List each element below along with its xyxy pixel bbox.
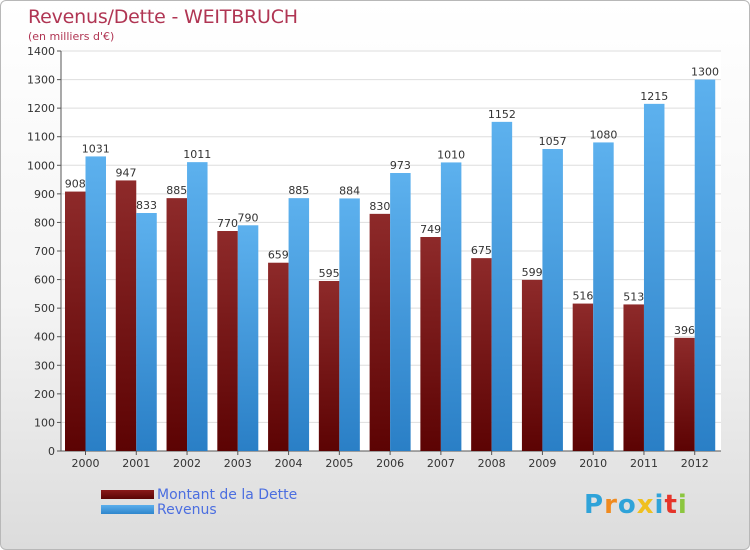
y-tick-label: 500 [34, 302, 55, 315]
bar-revenus [593, 142, 614, 451]
bar-dette [471, 258, 492, 451]
bar-revenus [643, 103, 665, 451]
x-tick-label: 2011 [630, 457, 658, 470]
y-tick-label: 1200 [27, 102, 55, 115]
data-label-revenus: 1215 [640, 90, 668, 103]
bar-dette [420, 237, 441, 451]
y-tick-label: 800 [34, 216, 55, 229]
bar-revenus [187, 162, 208, 451]
data-label-dette: 885 [166, 184, 187, 197]
bar-dette [217, 231, 238, 451]
chart-subtitle: (en milliers d'€) [28, 30, 115, 43]
logo-letter: x [636, 490, 655, 520]
legend-swatch-revenus [101, 505, 154, 514]
data-label-dette: 513 [623, 290, 644, 303]
x-tick-label: 2012 [681, 457, 709, 470]
y-tick-label: 1000 [27, 159, 55, 172]
legend-label-revenus: Revenus [157, 501, 217, 518]
y-tick-label: 400 [34, 331, 55, 344]
y-tick-label: 0 [48, 445, 55, 458]
bar-dette [369, 213, 391, 451]
x-tick-label: 2007 [427, 457, 455, 470]
bar-revenus [136, 213, 157, 451]
y-tick-label: 1100 [27, 131, 55, 144]
data-label-revenus: 1031 [82, 142, 110, 155]
data-label-dette: 516 [572, 290, 593, 303]
x-tick-label: 2009 [528, 457, 556, 470]
data-label-revenus: 1057 [539, 135, 567, 148]
y-tick-label: 1400 [27, 45, 55, 58]
x-tick-label: 2010 [579, 457, 607, 470]
y-tick-label: 300 [34, 359, 55, 372]
bar-dette [115, 180, 137, 451]
x-tick-label: 2006 [376, 457, 404, 470]
y-tick-label: 700 [34, 245, 55, 258]
proxiti-logo: Proxiti [584, 490, 688, 520]
y-tick-label: 1300 [27, 74, 55, 87]
data-label-revenus: 1080 [589, 128, 617, 141]
legend-item-revenus: Revenus [101, 502, 297, 517]
bar-revenus [339, 198, 360, 451]
data-label-revenus: 833 [136, 199, 157, 212]
bar-revenus [85, 156, 106, 451]
data-label-revenus: 1152 [488, 108, 516, 121]
x-tick-label: 2003 [224, 457, 252, 470]
bar-revenus [694, 79, 716, 452]
bar-revenus [390, 173, 411, 451]
data-label-revenus: 1011 [183, 148, 211, 161]
bar-revenus [491, 121, 513, 451]
logo-letter: i [654, 490, 665, 520]
logo-letter: P [584, 490, 605, 520]
data-label-dette: 659 [268, 249, 289, 262]
x-tick-label: 2005 [325, 457, 353, 470]
legend: Montant de la Dette Revenus [101, 487, 297, 517]
x-tick-label: 2004 [275, 457, 303, 470]
logo-letter: o [617, 490, 637, 520]
bar-dette [572, 303, 594, 451]
data-label-revenus: 884 [339, 184, 360, 197]
bar-revenus [288, 198, 310, 451]
y-tick-label: 100 [34, 416, 55, 429]
bar-dette [268, 262, 289, 451]
data-label-dette: 770 [217, 217, 238, 230]
data-label-dette: 908 [65, 178, 86, 191]
bar-dette [166, 198, 188, 451]
y-tick-label: 200 [34, 388, 55, 401]
data-label-dette: 599 [522, 266, 543, 279]
data-label-dette: 749 [420, 223, 441, 236]
bar-revenus [542, 149, 563, 451]
data-label-dette: 830 [369, 200, 390, 213]
bar-revenus [440, 162, 462, 451]
data-label-revenus: 885 [288, 184, 309, 197]
x-tick-label: 2001 [122, 457, 150, 470]
bar-dette [521, 279, 543, 451]
x-tick-label: 2008 [478, 457, 506, 470]
bar-dette [623, 304, 644, 451]
bar-dette [674, 337, 695, 451]
data-label-dette: 947 [116, 166, 137, 179]
legend-swatch-dette [101, 490, 154, 499]
logo-letter: r [604, 490, 618, 520]
bar-dette [318, 281, 340, 451]
chart-title: Revenus/Dette - WEITBRUCH [28, 6, 298, 28]
data-label-revenus: 1300 [691, 66, 719, 79]
legend-label-dette: Montant de la Dette [157, 486, 298, 503]
bar-dette [65, 191, 86, 452]
data-label-revenus: 1010 [437, 148, 465, 161]
data-label-revenus: 790 [238, 211, 259, 224]
x-tick-label: 2002 [173, 457, 201, 470]
x-tick-label: 2000 [72, 457, 100, 470]
y-tick-label: 900 [34, 188, 55, 201]
data-label-revenus: 973 [390, 159, 411, 172]
data-label-dette: 396 [674, 324, 695, 337]
logo-letter: t [664, 490, 678, 520]
legend-item-dette: Montant de la Dette [101, 487, 297, 502]
data-label-dette: 595 [319, 267, 340, 280]
logo-letter: i [677, 490, 688, 520]
bar-revenus [237, 225, 259, 451]
data-label-dette: 675 [471, 244, 492, 257]
y-tick-label: 600 [34, 274, 55, 287]
